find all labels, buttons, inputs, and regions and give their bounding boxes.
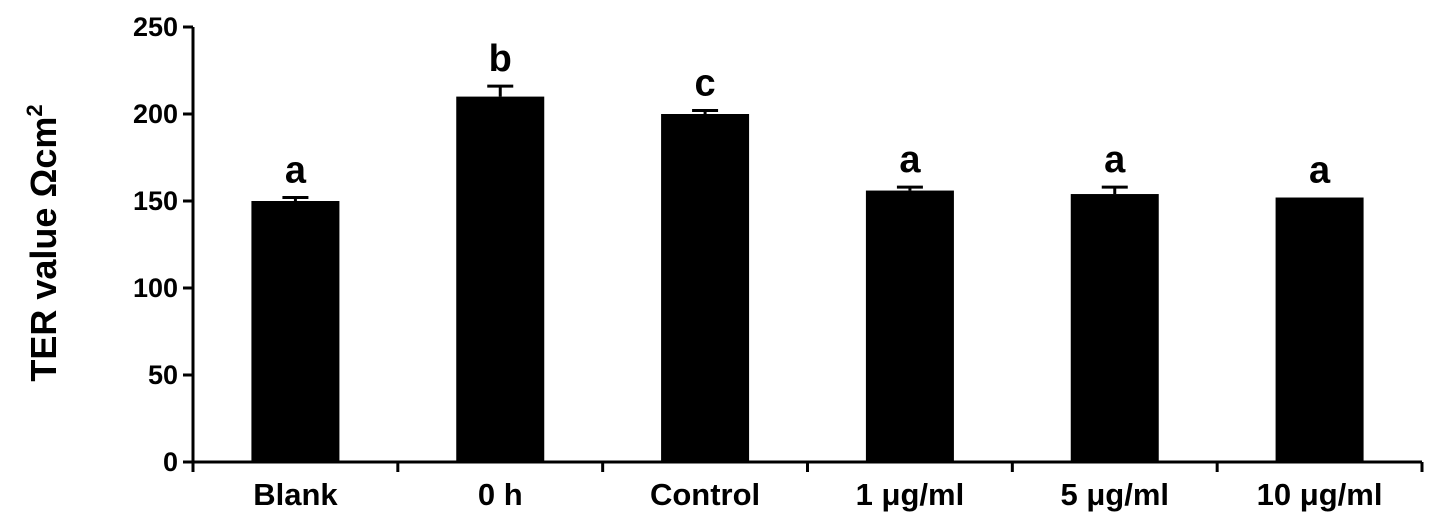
- y-tick-label: 200: [133, 99, 178, 129]
- bars-group: [251, 84, 1364, 463]
- x-category-label: 5 μg/ml: [1060, 477, 1169, 512]
- x-axis-ticks: [191, 462, 1424, 472]
- significance-label: a: [1309, 150, 1331, 192]
- x-category-label: Blank: [253, 477, 338, 512]
- x-category-label: Control: [650, 477, 760, 512]
- bar: [865, 190, 954, 462]
- bar: [251, 201, 340, 462]
- y-axis-title-superscript: 2: [22, 104, 47, 116]
- bar: [1275, 197, 1364, 462]
- y-tick-label: 0: [163, 447, 178, 477]
- x-category-label: 1 μg/ml: [856, 477, 965, 512]
- labels-group: a Blank b 0 h c Control a 1 μg/ml a 5 μg/ml a 10 μg…: [253, 38, 1382, 512]
- significance-label: a: [899, 139, 921, 181]
- bar: [1070, 194, 1159, 463]
- y-tick-label: 100: [133, 273, 178, 303]
- bar: [456, 96, 545, 462]
- bar: [661, 114, 750, 462]
- x-category-label: 0 h: [478, 477, 523, 512]
- y-axis-title: TER value Ωcm2: [22, 104, 64, 381]
- significance-label: b: [489, 38, 512, 80]
- y-axis-title-text: TER value Ωcm: [23, 117, 64, 382]
- y-axis-ticks: 0 50 100 150 200 250: [133, 12, 193, 477]
- y-tick-label: 50: [148, 360, 178, 390]
- y-tick-label: 150: [133, 186, 178, 216]
- significance-label: a: [285, 150, 307, 192]
- significance-label: c: [695, 63, 716, 105]
- x-category-label: 10 μg/ml: [1257, 477, 1383, 512]
- y-tick-label: 250: [133, 12, 178, 42]
- significance-label: a: [1104, 139, 1126, 181]
